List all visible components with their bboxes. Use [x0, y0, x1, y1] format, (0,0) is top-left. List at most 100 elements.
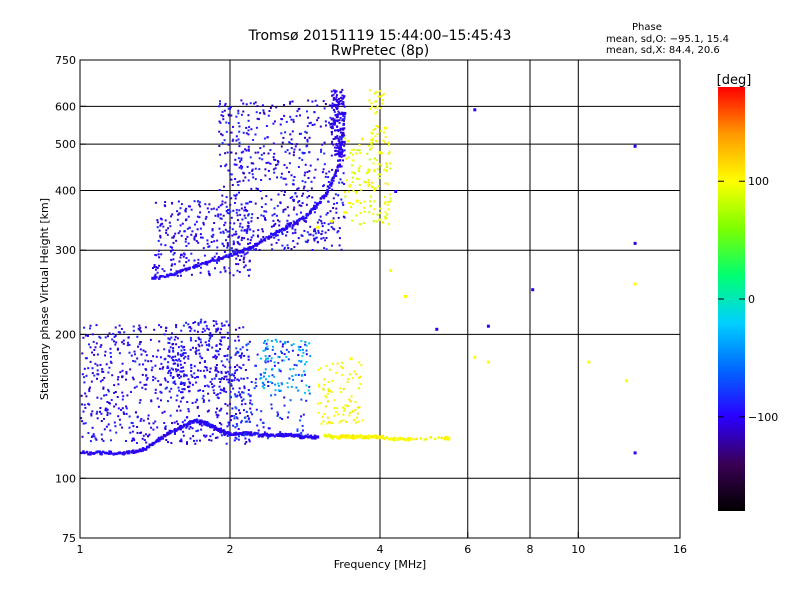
trace-point [365, 435, 368, 438]
scatter-point [228, 360, 231, 363]
scatter-point [259, 147, 262, 150]
scatter-point [144, 368, 147, 370]
scatter-point [138, 324, 141, 327]
scatter-point [271, 248, 274, 251]
scatter-point [336, 152, 339, 155]
scatter-point [171, 246, 173, 249]
trace-point [188, 266, 191, 269]
trace-point [214, 427, 217, 431]
scatter-point [300, 415, 303, 418]
scatter-point [174, 432, 176, 435]
scatter-point [260, 197, 263, 200]
scatter-point [136, 431, 139, 434]
trace-point [361, 435, 365, 439]
trace-point [355, 199, 359, 203]
scatter-point [338, 244, 341, 247]
scatter-point [348, 414, 351, 417]
scatter-point [238, 125, 241, 128]
scatter-point [274, 222, 277, 225]
x-axis-label: Frequency [MHz] [334, 558, 426, 571]
scatter-point [208, 343, 210, 346]
scatter-point [212, 389, 215, 392]
scatter-point [333, 146, 336, 149]
scatter-point [234, 436, 237, 439]
scatter-point [220, 343, 223, 346]
trace-point [193, 419, 197, 423]
scatter-point [389, 197, 392, 200]
trace-point [277, 230, 281, 233]
scatter-point [206, 207, 209, 210]
scatter-point [199, 439, 201, 442]
scatter-point [387, 183, 390, 186]
trace-point [170, 430, 173, 433]
scatter-point [306, 144, 309, 147]
scatter-point [194, 376, 197, 379]
scatter-point [338, 142, 340, 145]
trace-point [336, 164, 340, 168]
scatter-point [231, 228, 234, 231]
scatter-point [117, 376, 120, 378]
scatter-point [223, 267, 226, 270]
scatter-point [236, 214, 239, 217]
scatter-point [137, 345, 139, 348]
scatter-point [163, 358, 166, 361]
scatter-point [197, 258, 200, 261]
scatter-point [180, 375, 183, 378]
scatter-point [227, 244, 229, 247]
scatter-point [199, 355, 202, 358]
scatter-point [174, 383, 177, 386]
trace-point [232, 251, 236, 254]
scatter-point [352, 203, 355, 206]
scatter-point [169, 374, 172, 377]
scatter-point [311, 124, 314, 126]
scatter-point [223, 324, 226, 327]
scatter-point [275, 164, 277, 167]
scatter-point [199, 389, 202, 392]
scatter-point [213, 255, 216, 258]
trace-series [394, 108, 637, 455]
scatter-point [216, 239, 219, 242]
scatter-point [226, 358, 229, 361]
trace-point [193, 264, 197, 268]
scatter-point [214, 411, 217, 414]
scatter-point [139, 348, 142, 351]
scatter-point [96, 353, 99, 356]
scatter-point [276, 234, 279, 237]
scatter-point [247, 119, 250, 122]
scatter-point [179, 370, 182, 373]
scatter-point [132, 378, 135, 381]
scatter-point [227, 107, 230, 110]
scatter-point [240, 229, 243, 232]
scatter-point [376, 168, 379, 171]
trace-point [325, 191, 328, 195]
scatter-point [202, 247, 205, 250]
trace-point [437, 436, 440, 439]
scatter-point [168, 355, 171, 358]
scatter-point [337, 216, 340, 219]
scatter-point [172, 253, 175, 256]
scatter-point [249, 395, 252, 398]
scatter-point [227, 347, 229, 350]
scatter-point [131, 430, 134, 433]
scatter-point [230, 384, 233, 387]
scatter-point [210, 208, 213, 211]
scatter-point [386, 203, 389, 206]
scatter-point [240, 421, 243, 424]
scatter-point [252, 176, 255, 179]
scatter-point [252, 234, 255, 237]
scatter-point [187, 242, 190, 245]
trace-point [367, 183, 371, 187]
x-axis-ticks: 1 2 4 6 8 10 16 [77, 532, 687, 556]
scatter-point [152, 379, 155, 382]
scatter-point [239, 348, 242, 351]
scatter-point [231, 139, 234, 142]
scatter-point [233, 439, 236, 442]
scatter-point [214, 354, 217, 357]
scatter-point [122, 395, 125, 398]
scatter-point [351, 219, 354, 222]
scatter-point [324, 239, 326, 242]
scatter-point [81, 435, 84, 438]
scatter-point [238, 166, 241, 169]
scatter-point [240, 207, 243, 210]
scatter-point [182, 366, 185, 369]
